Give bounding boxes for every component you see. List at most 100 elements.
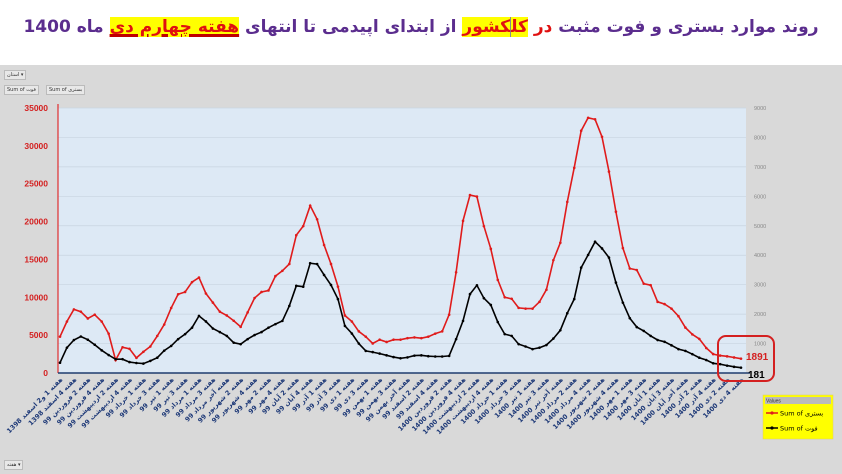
title-text: ماه 1400 bbox=[23, 17, 104, 37]
deaths-data-point bbox=[301, 285, 305, 289]
filter-button[interactable]: استان ▾ bbox=[4, 70, 27, 80]
hospitalized-data-point bbox=[301, 224, 305, 228]
deaths-data-point bbox=[260, 330, 263, 334]
hospitalized-data-point bbox=[732, 356, 736, 359]
deaths-data-point bbox=[426, 354, 430, 358]
deaths-data-point bbox=[704, 358, 708, 362]
hospitalized-data-point bbox=[496, 278, 500, 282]
field-button-hospitalized[interactable]: Sum of بستری bbox=[46, 85, 86, 95]
hospitalized-data-point bbox=[142, 350, 145, 354]
hospitalized-data-point bbox=[294, 233, 298, 237]
deaths-data-point bbox=[559, 329, 562, 332]
axis-field-button[interactable]: هفته ▾ bbox=[4, 460, 24, 470]
deaths-data-point bbox=[107, 353, 110, 357]
hospitalized-data-point bbox=[545, 288, 548, 292]
deaths-data-point bbox=[621, 301, 625, 304]
deaths-data-point bbox=[72, 338, 76, 342]
deaths-data-point bbox=[579, 266, 583, 269]
hospitalized-data-point bbox=[684, 326, 687, 329]
deaths-data-point bbox=[225, 334, 229, 338]
deaths-data-point bbox=[155, 356, 159, 359]
hospitalized-data-point bbox=[204, 292, 208, 295]
deaths-data-point bbox=[114, 357, 117, 361]
right-axis-tick-label: 6000 bbox=[754, 194, 766, 200]
deaths-data-point bbox=[684, 349, 687, 353]
hospitalized-data-point bbox=[343, 314, 347, 317]
deaths-data-point bbox=[399, 356, 402, 360]
field-button-deaths[interactable]: Sum of فوت bbox=[4, 85, 39, 95]
deaths-last-value-label: 181 bbox=[748, 370, 765, 381]
hospitalized-data-point bbox=[93, 313, 97, 317]
deaths-data-point bbox=[649, 334, 652, 338]
deaths-data-point bbox=[79, 335, 83, 338]
hospitalized-data-point bbox=[524, 307, 527, 310]
right-axis-tick-label: 9000 bbox=[754, 106, 766, 112]
deaths-data-point bbox=[503, 332, 507, 336]
deaths-data-point bbox=[607, 256, 611, 259]
hospitalized-data-point bbox=[461, 219, 465, 223]
hospitalized-data-point bbox=[718, 354, 722, 357]
deaths-data-point bbox=[656, 338, 659, 342]
hospitalized-data-point bbox=[593, 118, 597, 121]
hospitalized-data-point bbox=[267, 289, 270, 292]
hospitalized-data-point bbox=[155, 334, 159, 338]
deaths-data-point bbox=[406, 356, 409, 359]
deaths-data-point bbox=[552, 337, 555, 340]
deaths-data-point bbox=[176, 337, 180, 341]
deaths-data-point bbox=[322, 273, 326, 277]
hospitalized-data-point bbox=[246, 311, 249, 314]
left-axis-tick-label: 15000 bbox=[24, 254, 48, 264]
title-text: روند موارد بستری و فوت مثبت bbox=[558, 17, 819, 37]
hospitalized-data-point bbox=[725, 355, 729, 358]
hospitalized-data-point bbox=[218, 310, 222, 313]
deaths-data-point bbox=[65, 346, 69, 349]
hospitalized-data-point bbox=[579, 129, 583, 133]
deaths-data-point bbox=[204, 320, 208, 323]
hospitalized-data-point bbox=[399, 338, 402, 341]
deaths-data-point bbox=[538, 346, 541, 349]
title-text-highlight: در bbox=[533, 17, 553, 37]
right-axis-tick-label: 4000 bbox=[754, 253, 766, 259]
hospitalized-data-point bbox=[135, 356, 138, 360]
deaths-data-point bbox=[454, 337, 458, 341]
deaths-data-point bbox=[211, 327, 215, 330]
hospitalized-data-point bbox=[635, 268, 639, 272]
deaths-data-point bbox=[329, 283, 333, 287]
deaths-data-point bbox=[586, 253, 590, 257]
deaths-data-point bbox=[371, 350, 375, 354]
deaths-data-point bbox=[698, 356, 701, 359]
legend-marker bbox=[770, 411, 774, 415]
deaths-data-point bbox=[642, 329, 646, 333]
hospitalized-data-point bbox=[149, 345, 152, 348]
deaths-data-point bbox=[121, 357, 124, 361]
hospitalized-data-point bbox=[649, 283, 652, 287]
deaths-data-point bbox=[93, 343, 97, 347]
hospitalized-data-point bbox=[392, 338, 395, 341]
hospitalized-data-point bbox=[190, 280, 194, 284]
deaths-data-point bbox=[218, 330, 222, 334]
deaths-data-point bbox=[190, 326, 194, 329]
hospitalized-data-point bbox=[281, 269, 284, 273]
deaths-data-point bbox=[489, 303, 493, 307]
hospitalized-data-point bbox=[378, 338, 381, 341]
deaths-data-point bbox=[128, 360, 131, 364]
hospitalized-data-point bbox=[100, 320, 103, 323]
deaths-data-point bbox=[677, 347, 680, 351]
legend-hospitalized-label: Sum of بستری bbox=[780, 410, 823, 418]
title-text-highlight: کشور bbox=[462, 17, 512, 37]
hospitalized-data-point bbox=[128, 347, 131, 351]
deaths-data-point bbox=[517, 342, 520, 346]
deaths-data-point bbox=[475, 283, 479, 287]
hospitalized-data-point bbox=[364, 335, 368, 338]
deaths-data-point bbox=[239, 342, 242, 346]
deaths-data-point bbox=[510, 334, 513, 338]
left-axis-tick-label: 0 bbox=[43, 368, 48, 378]
hospitalized-data-point bbox=[426, 335, 430, 338]
deaths-data-point bbox=[461, 319, 465, 323]
hospitalized-data-point bbox=[288, 262, 291, 266]
deaths-data-point bbox=[357, 342, 361, 345]
hospitalized-data-point bbox=[413, 336, 416, 339]
hospitalized-data-point bbox=[572, 166, 576, 170]
hospitalized-data-point bbox=[642, 282, 646, 285]
hospitalized-data-point bbox=[406, 336, 409, 340]
